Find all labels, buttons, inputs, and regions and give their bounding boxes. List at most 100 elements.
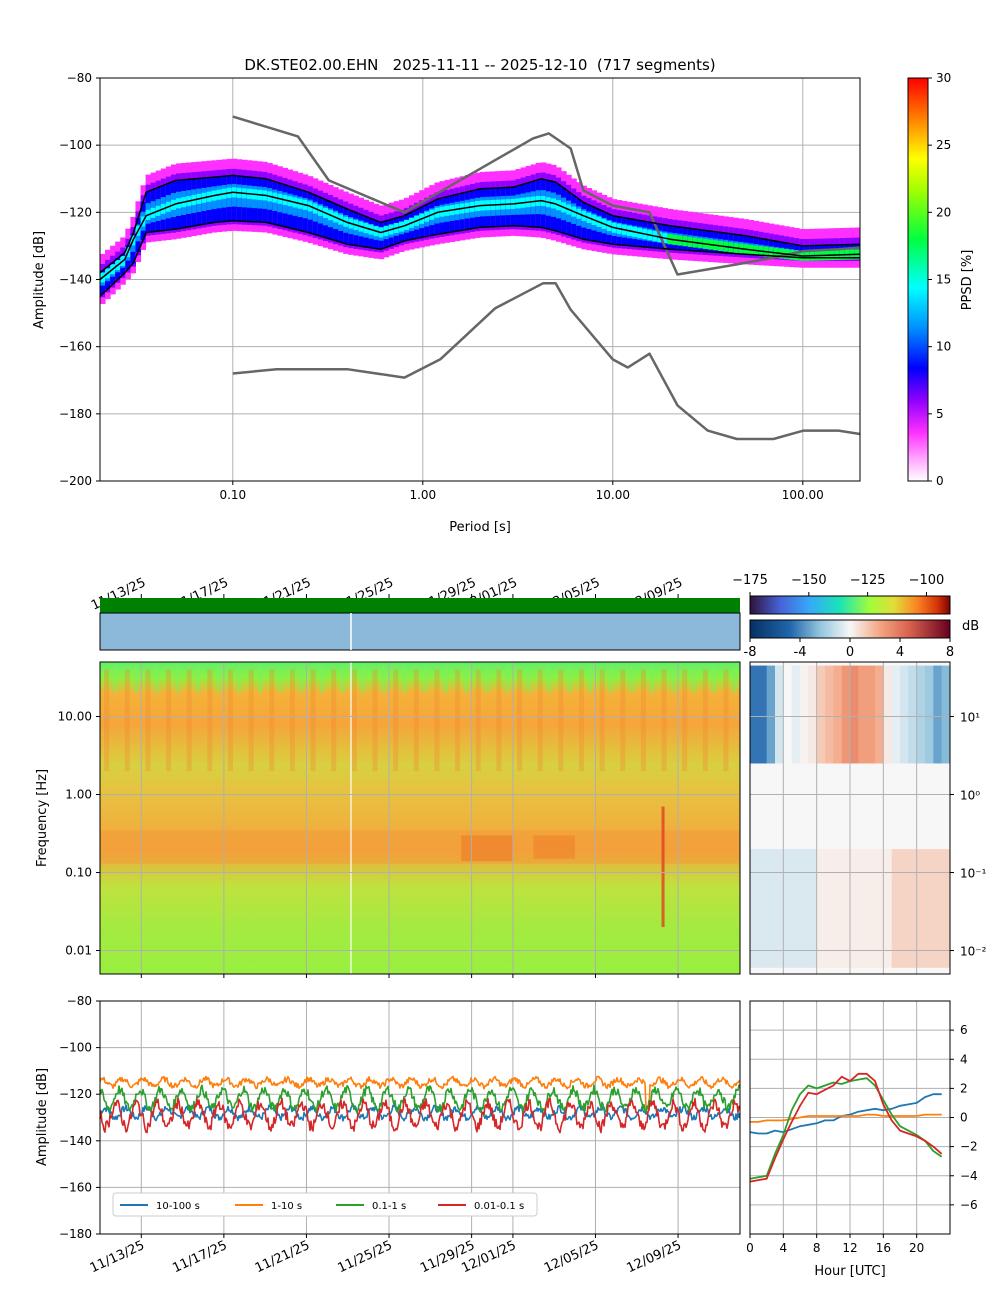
- spectrogram-quiet-streak: [278, 665, 283, 694]
- diurnal-cell: [866, 849, 876, 968]
- spectrogram-daily-streak: [207, 669, 213, 772]
- spectrogram-y-tick-label: 0.10: [65, 866, 92, 880]
- diurnal-cell: [941, 665, 951, 764]
- spectrogram-quiet-streak: [650, 665, 655, 694]
- spectrogram-daily-streak: [124, 669, 130, 772]
- spectrogram-quiet-streak: [567, 665, 572, 694]
- spectrogram-colorbar-tick-label: −150: [791, 573, 827, 588]
- spectrogram-microseism-band: [100, 830, 740, 864]
- spectrogram-quiet-streak: [588, 665, 593, 694]
- timeseries-line-0.01-0.1 s: [99, 1097, 741, 1134]
- ppsd-colorbar-tick-label: 25: [936, 138, 951, 152]
- ppsd-colorbar-tick-label: 15: [936, 273, 951, 287]
- diurnal-cell: [825, 665, 834, 764]
- diurnal-colorbar-tick-label: -4: [794, 645, 807, 660]
- spectrogram-colorbar: [749, 595, 951, 615]
- diurnal-band-lines: [749, 1000, 951, 1235]
- diurnal-y-tick-label: 10⁻¹: [960, 867, 987, 881]
- diurnal-cell: [900, 665, 909, 764]
- diurnal-cell: [808, 665, 817, 764]
- spectrogram-daily-streak: [145, 669, 151, 772]
- diurnal-y-tick-label: 10⁰: [960, 789, 980, 803]
- ppsd-y-tick-label: −200: [59, 474, 92, 488]
- spectrogram-quiet-streak: [361, 665, 366, 694]
- diurnal-lines-grid: [749, 1001, 950, 1234]
- diurnal-cell: [858, 665, 867, 764]
- timeseries-x-tick-label: 11/17/25: [170, 1238, 229, 1276]
- diurnal-lines-x-tick-label: 0: [746, 1241, 754, 1255]
- diurnal-cell: [841, 665, 851, 764]
- diurnal-y-tick-label: 10⁻²: [960, 945, 987, 959]
- spectrogram-daily-streak: [269, 669, 275, 772]
- ppsd-line-upper-percentile: [99, 174, 861, 274]
- spectrogram-daily-streak: [289, 669, 295, 772]
- spectrogram-daily-streak: [723, 669, 729, 772]
- diurnal-cell: [841, 849, 851, 968]
- legend-label-0.01-0.1: 0.01-0.1 s: [474, 1201, 524, 1212]
- spectrogram-daily-streak: [620, 669, 626, 772]
- timeseries-line-0.1-1 s: [99, 1084, 741, 1114]
- spectrogram-quiet-streak: [423, 665, 428, 694]
- diurnal-cell: [908, 665, 917, 764]
- spectrogram-streaks: [100, 665, 740, 928]
- spectrogram-daily-streak: [682, 669, 688, 772]
- timeseries-x-tick-label: 11/25/25: [335, 1238, 394, 1276]
- diurnal-lines: [749, 1072, 943, 1183]
- band-timeseries-x-ticks: 11/13/25 11/17/25 11/21/25 11/25/25 11/29/25…: [88, 1234, 684, 1276]
- diurnal-lines-x-tick-label: 12: [842, 1241, 857, 1255]
- diurnal-colorbar-ticks: -8 -4 0 4 8: [744, 638, 954, 660]
- diurnal-cell: [825, 849, 834, 968]
- spectrogram: [99, 661, 741, 978]
- spectrogram-microseism-peak: [533, 835, 575, 859]
- diurnal-cell: [875, 665, 884, 764]
- spectrogram-daily-streak: [228, 669, 233, 772]
- diurnal-lines-y-tick-label: 2: [960, 1081, 968, 1095]
- diurnal-cell: [750, 849, 759, 968]
- diurnal-lines-x-tick-label: 4: [780, 1241, 788, 1255]
- diurnal-cell: [791, 849, 801, 968]
- spectrogram-daily-streak: [702, 669, 708, 772]
- timeseries-y-tick-label: −160: [59, 1180, 92, 1194]
- ppsd-colorbar: [907, 77, 929, 482]
- spectrogram-event-streak: [661, 806, 665, 928]
- spectrogram-quiet-streak: [381, 665, 386, 694]
- ppsd-y-label: Amplitude [dB]: [32, 231, 47, 329]
- spectrogram-daily-streak: [413, 669, 419, 772]
- spectrogram-y-ticks: 0.01 0.10 1.00 10.00: [58, 710, 100, 958]
- diurnal-cell: [808, 849, 817, 968]
- timeseries-x-tick-label: 12/05/25: [542, 1238, 601, 1276]
- ppsd-colorbar-tick-label: 10: [936, 340, 951, 354]
- band-timeseries-lines: [99, 1075, 741, 1134]
- timeseries-x-tick-label: 11/21/25: [253, 1238, 312, 1276]
- diurnal-cell: [850, 665, 859, 764]
- ppsd-y-tick-label: −160: [59, 340, 92, 354]
- spectrogram-daily-streak: [310, 669, 316, 772]
- spectrogram-colorbar-tick-label: −100: [909, 573, 945, 588]
- diurnal-cell: [750, 665, 759, 764]
- diurnal-lines-x-ticks: 0 4 8 12 16 20: [746, 1234, 924, 1255]
- spectrogram-daily-streak: [496, 669, 502, 772]
- timeseries-y-tick-label: −180: [59, 1227, 92, 1241]
- spectrogram-colorbar-tick-label: −175: [732, 573, 768, 588]
- ppsd-line-mode: [99, 191, 861, 281]
- spectrogram-quiet-streak: [712, 665, 717, 694]
- spectrogram-y-tick-label: 0.01: [65, 944, 92, 958]
- diurnal-cell: [858, 849, 867, 968]
- ppsd-x-tick-label: 10.00: [596, 488, 630, 502]
- spectrogram-quiet-streak: [485, 665, 490, 694]
- legend-label-0.1-1: 0.1-1 s: [372, 1201, 406, 1212]
- diurnal-lines-y-tick-label: −6: [960, 1198, 978, 1212]
- spectrogram-quiet-streak: [319, 665, 324, 694]
- diurnal-lines-y-tick-label: 6: [960, 1023, 968, 1037]
- ppsd-y-tick-label: −140: [59, 273, 92, 287]
- spectrogram-quiet-streak: [732, 665, 737, 694]
- ppsd-x-ticks: 0.10 1.00 10.00 100.00: [219, 481, 824, 502]
- diurnal-cell: [850, 849, 859, 968]
- band-legend: 10-100 s 1-10 s 0.1-1 s 0.01-0.1 s: [112, 1192, 538, 1217]
- spectrogram-y-tick-label: 10.00: [58, 710, 92, 724]
- gap-indicator-bar: [99, 612, 741, 651]
- diurnal-cell: [775, 849, 784, 968]
- diurnal-cell: [783, 849, 792, 968]
- diurnal-cell: [833, 849, 842, 968]
- spectrogram-quiet-streak: [546, 665, 551, 694]
